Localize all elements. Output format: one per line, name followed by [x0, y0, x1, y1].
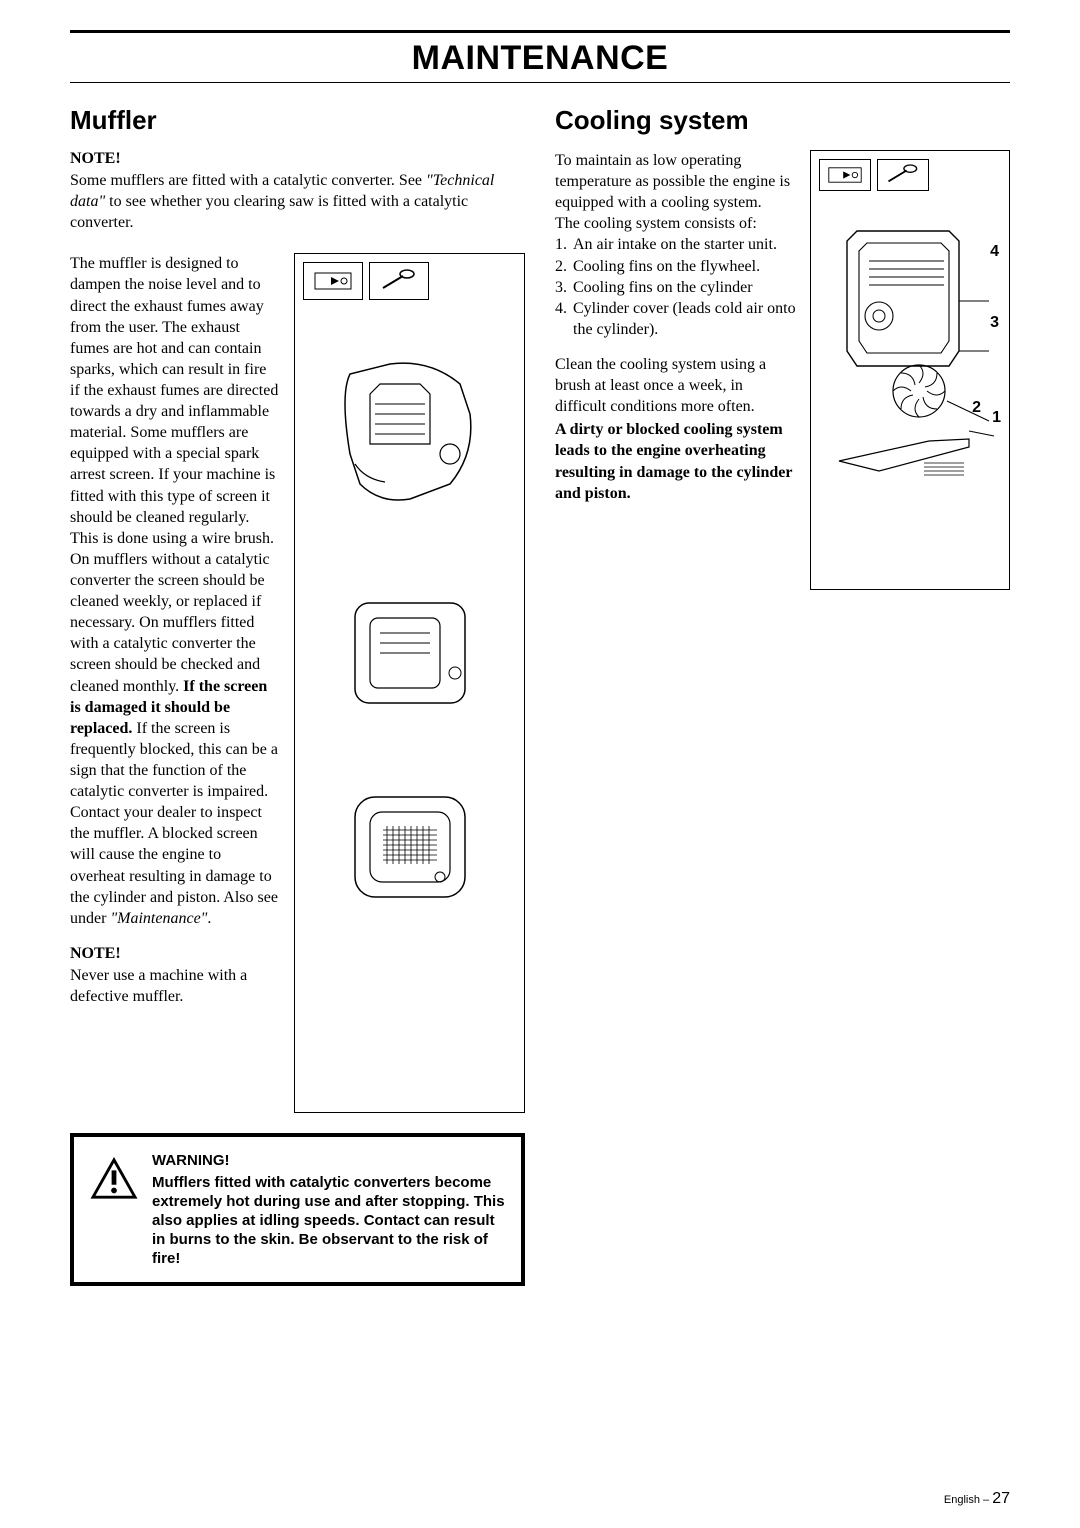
- cooling-label-4: 4: [990, 243, 999, 261]
- note-label-2: NOTE!: [70, 945, 280, 963]
- muffler-figure-1: [303, 324, 516, 544]
- cooling-list-intro: The cooling system consists of:: [555, 213, 796, 234]
- cooling-item-2-text: Cooling fins on the flywheel.: [573, 256, 760, 277]
- muffler-body-post-em: "Maintenance": [110, 910, 207, 927]
- cooling-text-block: To maintain as low operating temperature…: [555, 150, 796, 590]
- note-label-1: NOTE!: [70, 150, 525, 168]
- note1-pre: Some mufflers are fitted with a catalyti…: [70, 172, 426, 189]
- muffler-body-post2: .: [207, 910, 211, 927]
- page-title-bar: MAINTENANCE: [70, 30, 1010, 83]
- note-2-text: Never use a machine with a defective muf…: [70, 965, 280, 1007]
- warning-icon: [90, 1157, 138, 1201]
- brush-icon-box-2: [877, 159, 929, 191]
- cooling-label-3: 3: [990, 314, 999, 332]
- arrow-icon-box-2: [819, 159, 871, 191]
- cooling-item-4-text: Cylinder cover (leads cold air onto the …: [573, 298, 796, 340]
- cooling-item-4: 4.Cylinder cover (leads cold air onto th…: [555, 298, 796, 340]
- figure-icon-row: [303, 262, 516, 300]
- cooling-label-1: 1: [992, 409, 1001, 427]
- brush-icon: [377, 268, 421, 294]
- cooling-label-2: 2: [972, 399, 981, 417]
- arrow-icon: [313, 271, 353, 291]
- cooling-figure-panel: 4 3 2 1: [810, 150, 1010, 590]
- cooling-heading: Cooling system: [555, 105, 1010, 136]
- cooling-item-3-text: Cooling fins on the cylinder: [573, 277, 753, 298]
- cooling-figure-icon-row: [819, 159, 1001, 191]
- note-1-text: Some mufflers are fitted with a catalyti…: [70, 170, 525, 233]
- content-columns: Muffler NOTE! Some mufflers are fitted w…: [70, 105, 1010, 1286]
- note1-post: to see whether you clearing saw is fitte…: [70, 193, 468, 231]
- cooling-item-1: 1.An air intake on the starter unit.: [555, 234, 796, 255]
- muffler-body-row: The muffler is designed to dampen the no…: [70, 253, 525, 1113]
- muffler-detail-icon: [330, 578, 490, 728]
- muffler-figure-panel: [294, 253, 525, 1113]
- right-column: Cooling system To maintain as low operat…: [555, 105, 1010, 1286]
- muffler-figure-2: [303, 568, 516, 738]
- cooling-item-1-text: An air intake on the starter unit.: [573, 234, 777, 255]
- cooling-clean-text: Clean the cooling system using a brush a…: [555, 354, 796, 417]
- cooling-row: To maintain as low operating temperature…: [555, 150, 1010, 590]
- footer-page-number: 27: [992, 1490, 1010, 1507]
- cooling-item-2: 2.Cooling fins on the flywheel.: [555, 256, 796, 277]
- spark-screen-icon: [335, 772, 485, 922]
- warning-body: Mufflers fitted with catalytic converter…: [152, 1173, 505, 1269]
- cooling-system-diagram-icon: [819, 211, 999, 551]
- cooling-item-3: 3.Cooling fins on the cylinder: [555, 277, 796, 298]
- warning-box: WARNING! Mufflers fitted with catalytic …: [70, 1133, 525, 1286]
- muffler-body-text-col: The muffler is designed to dampen the no…: [70, 253, 280, 1113]
- engine-diagram-icon: [320, 334, 500, 534]
- arrow-icon: [827, 166, 863, 184]
- left-column: Muffler NOTE! Some mufflers are fitted w…: [70, 105, 525, 1286]
- arrow-icon-box: [303, 262, 363, 300]
- muffler-body-post1: If the screen is frequently blocked, thi…: [70, 720, 278, 927]
- brush-icon-box: [369, 262, 429, 300]
- warning-heading: WARNING!: [152, 1151, 505, 1170]
- muffler-body-pre: The muffler is designed to dampen the no…: [70, 255, 278, 694]
- brush-icon: [883, 163, 923, 187]
- cooling-bold-text: A dirty or blocked cooling system leads …: [555, 421, 792, 501]
- muffler-figure-3: [303, 762, 516, 932]
- cooling-component-list: 1.An air intake on the starter unit. 2.C…: [555, 234, 796, 340]
- page-footer: English – 27: [944, 1490, 1010, 1508]
- page-title: MAINTENANCE: [70, 39, 1010, 78]
- cooling-intro: To maintain as low operating temperature…: [555, 150, 796, 213]
- footer-lang: English –: [944, 1494, 992, 1506]
- warning-text-block: WARNING! Mufflers fitted with catalytic …: [152, 1151, 505, 1268]
- muffler-heading: Muffler: [70, 105, 525, 136]
- muffler-body-text: The muffler is designed to dampen the no…: [70, 253, 280, 929]
